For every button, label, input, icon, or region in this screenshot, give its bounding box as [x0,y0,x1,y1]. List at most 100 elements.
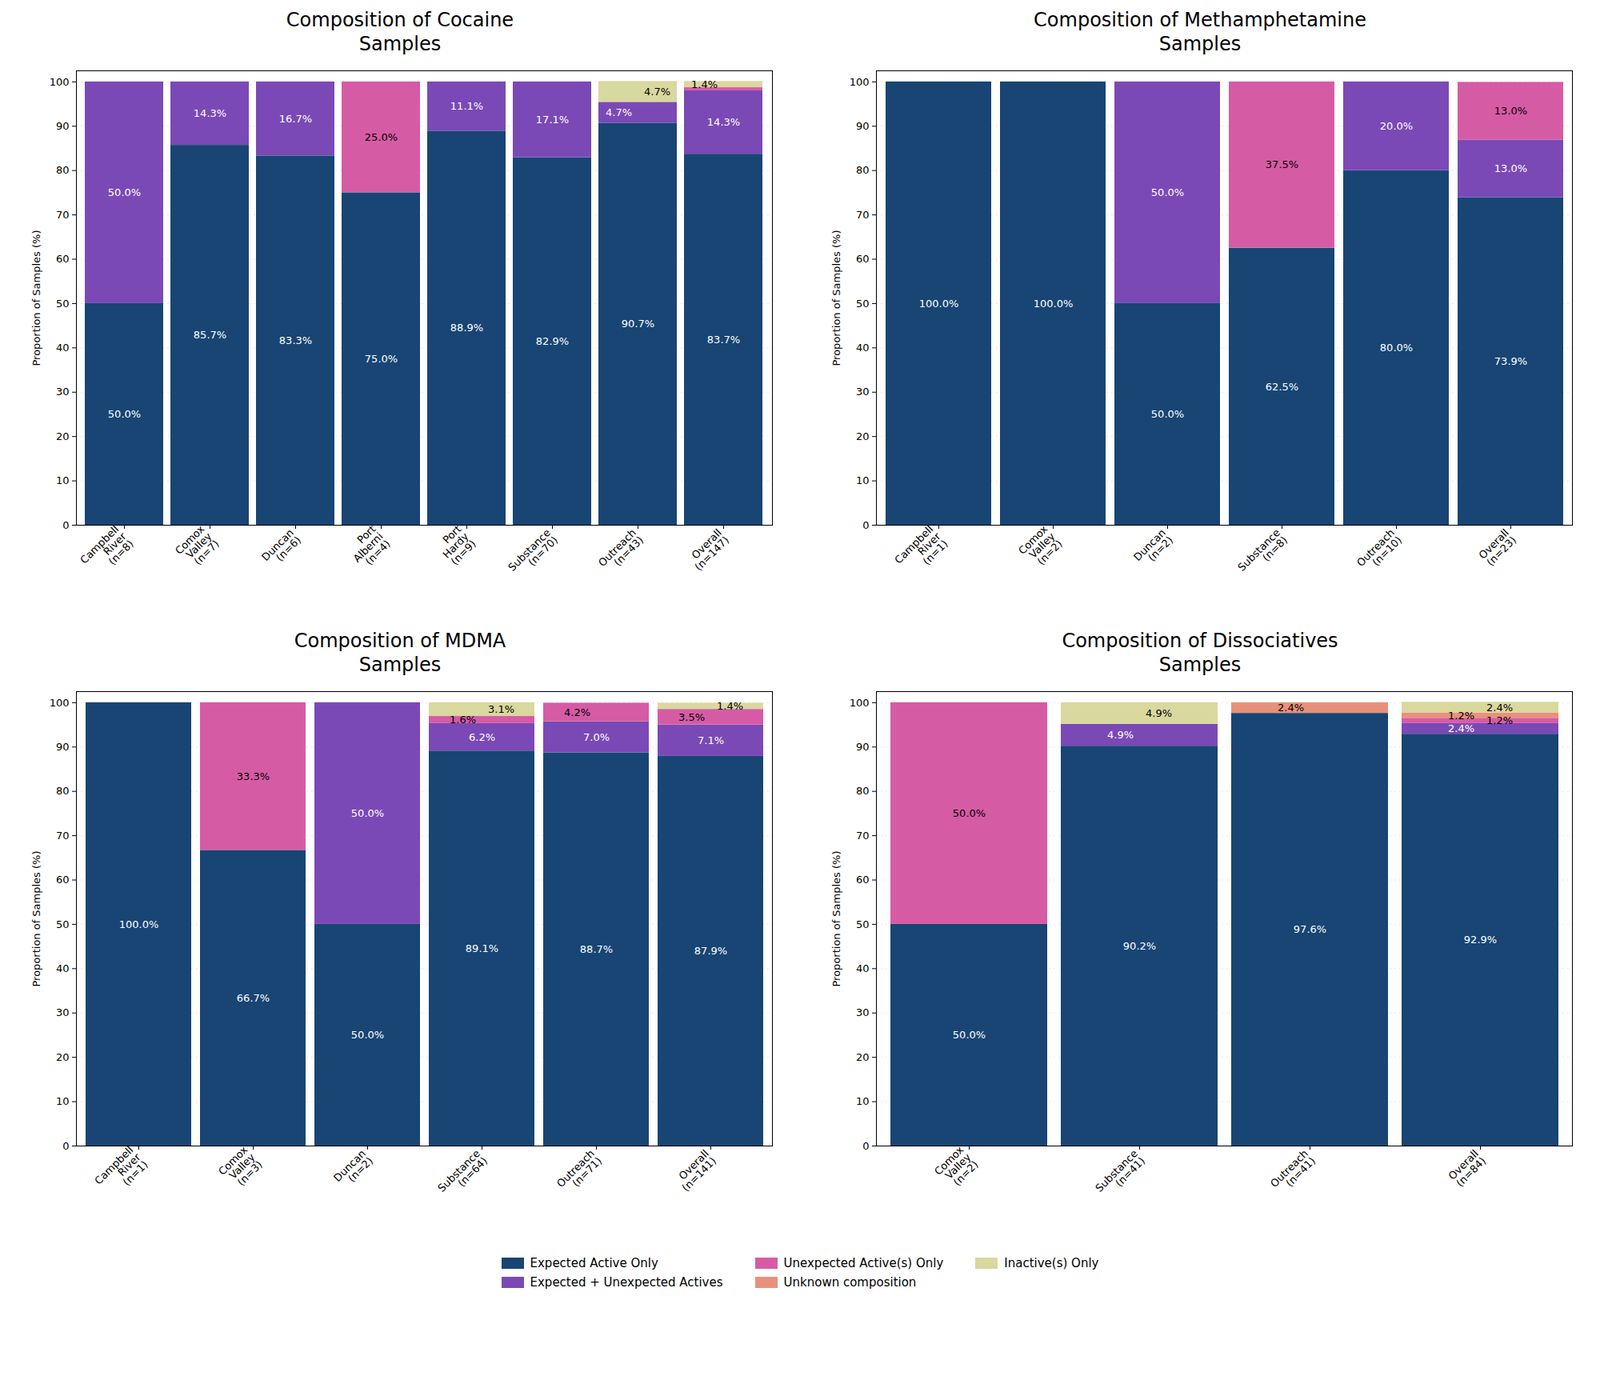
svg-text:73.9%: 73.9% [1494,355,1528,368]
svg-text:0: 0 [62,519,69,532]
svg-text:83.3%: 83.3% [279,334,312,347]
svg-text:Outreach(n=41): Outreach(n=41) [1268,1147,1318,1197]
svg-text:80: 80 [856,784,870,797]
svg-text:2.4%: 2.4% [1448,722,1475,735]
svg-text:70: 70 [56,208,70,221]
svg-text:11.1%: 11.1% [450,100,484,112]
svg-text:Overall(n=23): Overall(n=23) [1476,526,1520,569]
svg-text:90: 90 [56,740,70,753]
svg-text:14.3%: 14.3% [193,107,227,120]
svg-text:100: 100 [49,76,70,88]
svg-text:100: 100 [49,696,70,709]
svg-text:50: 50 [56,297,70,310]
svg-text:ComoxValley(n=3): ComoxValley(n=3) [216,1143,265,1192]
svg-text:50: 50 [56,918,70,931]
svg-text:13.0%: 13.0% [1494,162,1528,175]
svg-text:13.0%: 13.0% [1494,104,1528,117]
svg-text:90.2%: 90.2% [1123,940,1156,952]
svg-text:Overall(n=147): Overall(n=147) [684,526,732,573]
svg-text:50.0%: 50.0% [1151,408,1184,420]
svg-text:50.0%: 50.0% [351,807,384,820]
svg-text:1.4%: 1.4% [691,78,718,91]
svg-text:Substance(n=64): Substance(n=64) [435,1147,490,1202]
svg-text:0: 0 [862,1140,869,1152]
svg-text:90.7%: 90.7% [621,317,655,330]
svg-text:ComoxValley(n=2): ComoxValley(n=2) [932,1143,981,1192]
svg-text:70: 70 [856,208,870,221]
svg-text:25.0%: 25.0% [364,131,398,144]
svg-text:CampbellRiver(n=8): CampbellRiver(n=8) [77,522,136,581]
svg-text:10: 10 [856,1095,870,1108]
svg-text:30: 30 [56,1006,70,1019]
svg-text:1.2%: 1.2% [1486,714,1513,727]
svg-text:3.1%: 3.1% [488,703,515,716]
svg-text:80: 80 [56,164,70,176]
svg-text:80: 80 [56,784,70,797]
svg-text:0: 0 [62,1140,69,1152]
svg-text:50.0%: 50.0% [108,186,141,199]
svg-text:0: 0 [862,519,869,532]
svg-text:40: 40 [856,341,870,354]
svg-text:Proportion of Samples (%): Proportion of Samples (%) [830,229,843,366]
svg-text:10: 10 [856,474,870,487]
svg-text:Substance(n=41): Substance(n=41) [1092,1147,1148,1202]
svg-text:CampbellRiver(n=1): CampbellRiver(n=1) [892,522,951,581]
svg-text:90: 90 [56,120,70,132]
svg-text:88.7%: 88.7% [580,943,613,956]
svg-text:Overall(n=84): Overall(n=84) [1446,1147,1489,1190]
svg-text:Duncan(n=2): Duncan(n=2) [331,1147,376,1192]
svg-text:62.5%: 62.5% [1265,380,1299,392]
svg-text:ComoxValley(n=2): ComoxValley(n=2) [1016,522,1065,572]
svg-text:Outreach(n=10): Outreach(n=10) [1354,526,1404,576]
svg-text:PortHardy(n=9): PortHardy(n=9) [432,522,479,568]
svg-text:Duncan(n=6): Duncan(n=6) [259,526,304,571]
svg-text:20: 20 [856,1051,870,1064]
svg-text:3.5%: 3.5% [678,711,705,724]
svg-text:100.0%: 100.0% [119,918,160,931]
svg-text:92.9%: 92.9% [1464,933,1497,946]
svg-text:20.0%: 20.0% [1380,120,1413,132]
svg-text:50.0%: 50.0% [1151,186,1184,199]
svg-text:Proportion of Samples (%): Proportion of Samples (%) [30,229,43,366]
svg-text:Overall(n=141): Overall(n=141) [672,1147,719,1194]
svg-text:37.5%: 37.5% [1265,158,1299,171]
svg-text:50.0%: 50.0% [952,807,986,820]
svg-text:4.7%: 4.7% [605,106,632,119]
svg-text:4.7%: 4.7% [644,85,671,98]
svg-text:50: 50 [856,918,870,931]
svg-text:82.9%: 82.9% [536,335,569,348]
svg-text:50: 50 [856,297,870,310]
svg-text:6.2%: 6.2% [468,731,496,744]
svg-text:Proportion of Samples (%): Proportion of Samples (%) [30,850,43,987]
svg-text:88.9%: 88.9% [450,321,484,334]
svg-text:2.4%: 2.4% [1486,701,1513,714]
svg-text:97.6%: 97.6% [1293,923,1327,936]
svg-text:60: 60 [856,252,870,265]
svg-text:4.9%: 4.9% [1107,728,1134,741]
svg-text:87.9%: 87.9% [694,944,728,957]
svg-text:83.7%: 83.7% [707,333,740,346]
svg-text:Substance(n=8): Substance(n=8) [1235,526,1290,581]
svg-text:90: 90 [856,120,870,132]
svg-text:66.7%: 66.7% [236,992,270,1004]
svg-text:20: 20 [856,430,870,443]
svg-text:75.0%: 75.0% [364,352,398,365]
svg-text:70: 70 [856,829,870,842]
svg-text:1.2%: 1.2% [1448,709,1475,722]
svg-text:PortAlberni(n=4): PortAlberni(n=4) [343,523,392,572]
svg-text:Outreach(n=43): Outreach(n=43) [596,526,646,576]
svg-text:7.0%: 7.0% [583,731,610,744]
svg-text:2.4%: 2.4% [1277,701,1304,714]
svg-text:17.1%: 17.1% [536,113,569,126]
svg-text:90: 90 [856,740,870,753]
svg-text:50.0%: 50.0% [108,408,141,420]
svg-text:100: 100 [849,696,870,709]
svg-text:Proportion of Samples (%): Proportion of Samples (%) [830,850,843,987]
svg-text:CampbellRiver(n=1): CampbellRiver(n=1) [92,1143,151,1202]
svg-text:60: 60 [56,873,70,886]
svg-text:10: 10 [56,1095,70,1108]
svg-text:80.0%: 80.0% [1380,341,1413,354]
svg-text:70: 70 [56,829,70,842]
svg-text:89.1%: 89.1% [465,942,499,955]
svg-text:40: 40 [56,341,70,354]
